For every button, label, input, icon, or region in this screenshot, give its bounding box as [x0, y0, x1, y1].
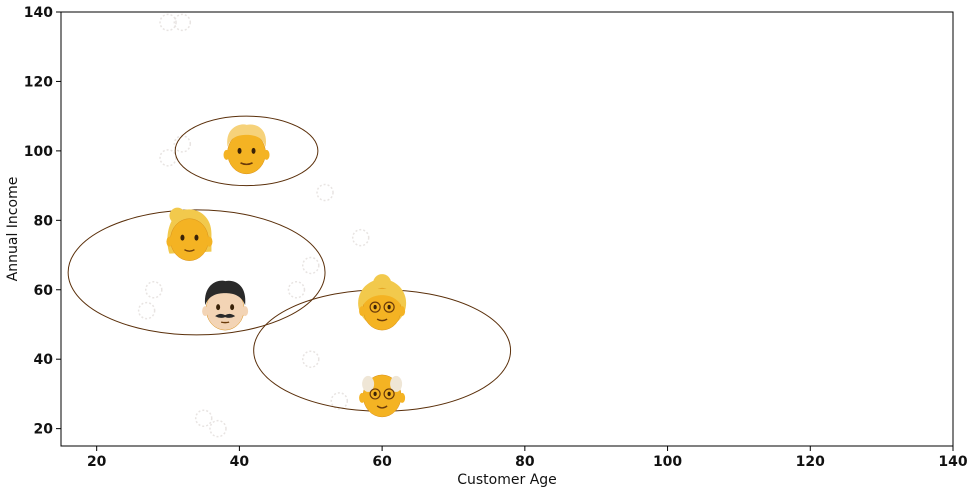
y-tick-label: 140 [24, 5, 53, 21]
plot-area-frame [60, 11, 954, 447]
man-mustache-face-icon [202, 280, 249, 331]
x-tick-label: 20 [87, 454, 107, 470]
older-woman-face-icon [358, 274, 407, 331]
faint-data-point [209, 419, 227, 438]
woman-blond-face-icon [166, 207, 213, 261]
older-man-face-icon [359, 374, 406, 418]
faint-data-point [287, 281, 306, 299]
faint-data-point [330, 392, 349, 410]
faint-data-point [302, 350, 320, 368]
cluster-ellipses-layer [67, 115, 512, 412]
x-axis-ticks: 20 40 60 80 100 120 140 [87, 446, 968, 470]
x-tick-label: 40 [230, 454, 250, 470]
cluster-icons-layer [166, 124, 407, 418]
cluster-ellipse [174, 115, 319, 187]
faint-data-point [159, 149, 177, 167]
faint-data-point [351, 228, 370, 247]
man-blond-face-icon [223, 124, 270, 175]
x-tick-label: 120 [796, 454, 825, 470]
y-axis-label: Annual Income [5, 177, 21, 282]
x-axis-label: Customer Age [457, 472, 557, 488]
faint-data-point [302, 256, 320, 275]
y-tick-label: 20 [34, 422, 54, 438]
faint-data-point [159, 13, 177, 32]
x-tick-label: 140 [938, 454, 967, 470]
faint-data-point [137, 301, 156, 320]
y-tick-label: 40 [34, 352, 54, 368]
faint-data-point [316, 183, 334, 202]
y-tick-label: 120 [24, 74, 53, 90]
x-tick-label: 60 [372, 454, 392, 470]
y-tick-label: 100 [24, 144, 53, 160]
cluster-ellipse [67, 209, 326, 336]
y-tick-label: 60 [34, 283, 54, 299]
x-tick-label: 100 [653, 454, 682, 470]
y-tick-label: 80 [34, 213, 54, 229]
faint-points-layer [137, 13, 370, 438]
faint-data-point [173, 13, 192, 32]
y-axis-ticks: 20 40 60 80 100 120 140 [24, 5, 61, 438]
faint-data-point [145, 281, 163, 299]
x-tick-label: 80 [515, 454, 535, 470]
faint-data-point [194, 409, 213, 427]
